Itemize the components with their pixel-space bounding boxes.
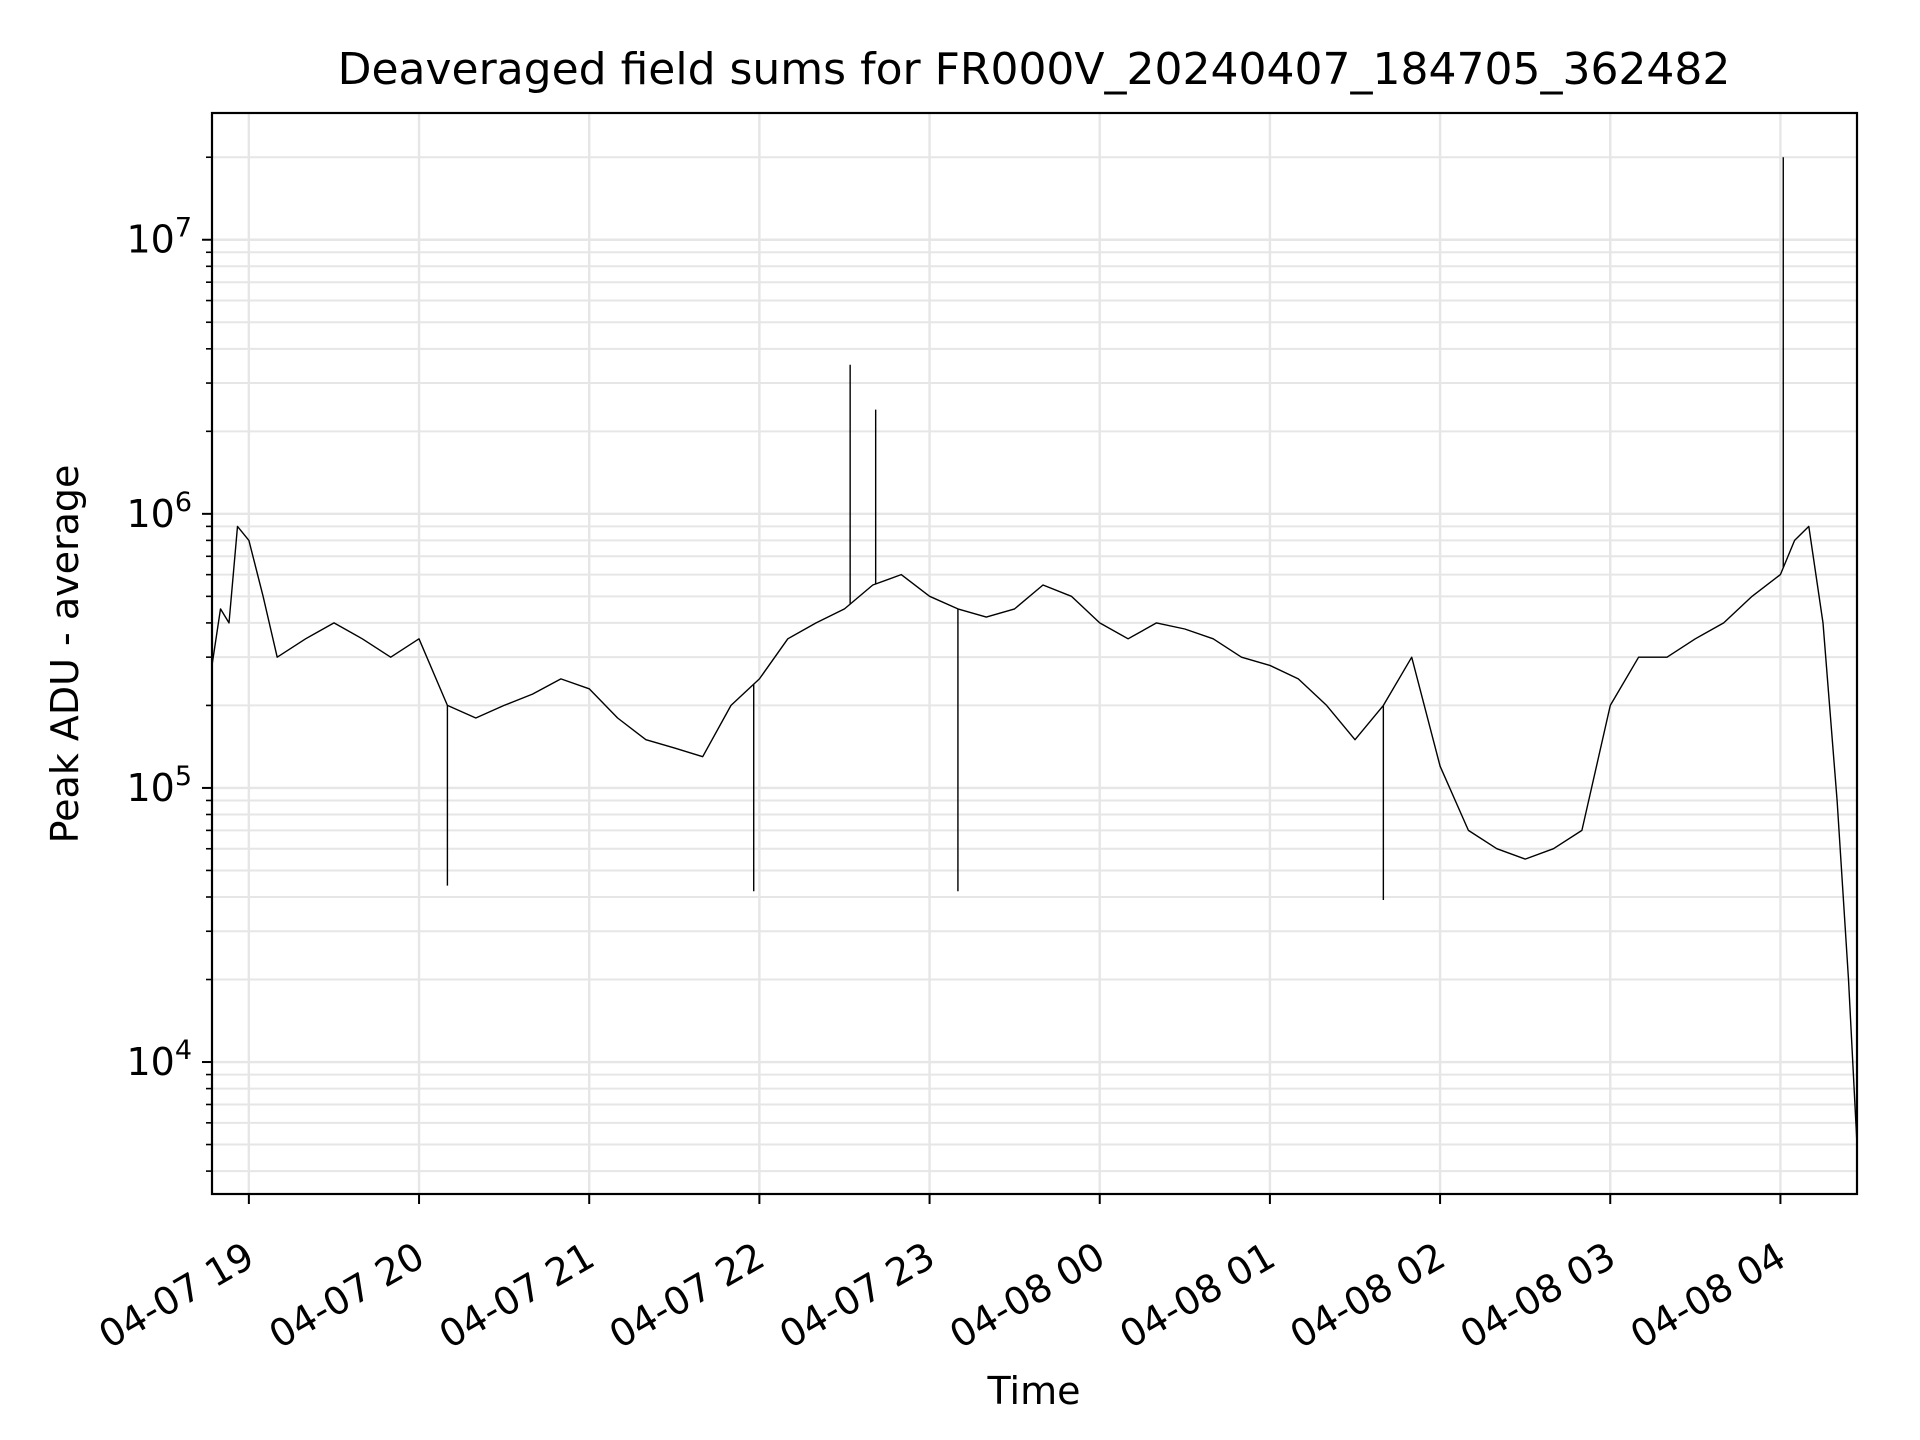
series-line-layer	[211, 157, 1858, 1145]
x-axis-label: Time	[987, 1369, 1081, 1413]
grid	[212, 113, 1857, 1194]
plot-frame	[210, 111, 1859, 1196]
y-axis-label: Peak ADU - average	[43, 465, 87, 844]
chart-title: Deaveraged field sums for FR000V_2024040…	[338, 44, 1731, 95]
y-axis: 104 105 106 107	[126, 156, 212, 1172]
y-tick-label: 107	[126, 213, 192, 262]
y-tick-label: 106	[126, 487, 192, 536]
y-tick-label: 104	[126, 1035, 192, 1084]
y-tick-label: 105	[126, 761, 192, 810]
series-line	[211, 525, 1858, 1145]
